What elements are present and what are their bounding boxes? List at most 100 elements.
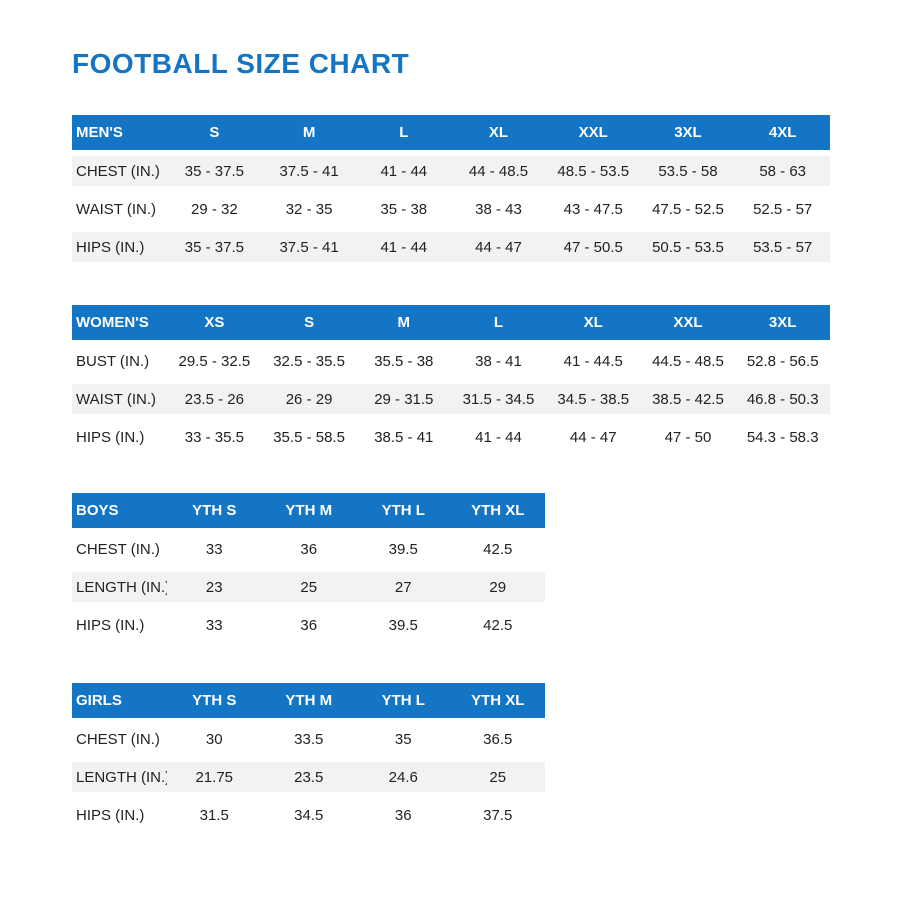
size-column-header: XS (204, 314, 225, 331)
value-cell: 43 - 47.5 (563, 200, 623, 218)
value-cell: 32.5 - 35.5 (273, 352, 345, 370)
row-label: LENGTH (IN.) (76, 578, 167, 596)
size-column-header: S (304, 314, 315, 331)
size-column-header: XL (488, 124, 509, 141)
value-cell: 33 (205, 540, 223, 558)
value-cell: 50.5 - 53.5 (652, 238, 724, 256)
value-cell: 37.5 (483, 806, 513, 824)
table-row: CHEST (IN.) 30 33.5 35 36.5 (72, 724, 545, 754)
table-row: CHEST (IN.) 35 - 37.5 37.5 - 41 41 - 44 44 -… (72, 156, 830, 186)
size-column-header: XL (583, 314, 603, 331)
value-cell: 29 (489, 578, 507, 596)
size-column-header: 3XL (674, 124, 702, 141)
value-cell: 46.8 - 50.3 (746, 390, 819, 408)
value-cell: 34.5 - 38.5 (557, 390, 630, 408)
row-label: LENGTH (IN.) (76, 768, 167, 786)
row-label: HIPS (IN.) (76, 238, 145, 256)
size-column-header: YTH XL (471, 502, 525, 519)
size-column-header: YTH S (192, 502, 237, 519)
value-cell: 35.5 - 58.5 (273, 428, 345, 446)
size-column-header: YTH XL (471, 692, 525, 709)
value-cell: 54.3 - 58.3 (746, 428, 819, 446)
value-cell: 44 - 48.5 (468, 162, 529, 180)
value-cell: 47.5 - 52.5 (652, 200, 724, 218)
value-cell: 33.5 (294, 730, 324, 748)
value-cell: 32 - 35 (285, 200, 333, 218)
table-row: WAIST (IN.) 29 - 32 32 - 35 35 - 38 38 - 43 4… (72, 194, 830, 224)
table-row: BUST (IN.) 29.5 - 32.5 32.5 - 35.5 35.5 - 3… (72, 346, 830, 376)
value-cell: 35.5 - 38 (374, 352, 434, 370)
womens-header-row: WOMEN'S XS S M L XL XXL 3XL (72, 305, 830, 340)
size-column-header: YTH M (285, 502, 333, 519)
mens-table-title: MEN'S (76, 124, 123, 141)
size-table-girls: GIRLS YTH S YTH M YTH L YTH XL CHEST (IN.) 30 3… (72, 683, 545, 838)
row-label: HIPS (IN.) (76, 806, 145, 824)
value-cell: 41 - 44 (380, 238, 428, 256)
table-row: LENGTH (IN.) 23 25 27 29 (72, 572, 545, 602)
value-cell: 23.5 - 26 (184, 390, 244, 408)
table-row: HIPS (IN.) 33 36 39.5 42.5 (72, 610, 545, 640)
size-column-header: M (302, 124, 316, 141)
value-cell: 53.5 - 58 (658, 162, 718, 180)
table-row: LENGTH (IN.) 21.75 23.5 24.6 25 (72, 762, 545, 792)
value-cell: 36 (300, 616, 318, 634)
size-column-header: XXL (578, 124, 608, 141)
value-cell: 38 - 43 (475, 200, 522, 218)
value-cell: 35 - 37.5 (184, 162, 244, 180)
value-cell: 38.5 - 42.5 (652, 390, 724, 408)
value-cell: 47 - 50 (664, 428, 712, 446)
value-cell: 44 - 47 (569, 428, 617, 446)
value-cell: 36.5 (483, 730, 513, 748)
row-label: WAIST (IN.) (76, 200, 156, 218)
girls-table-title: GIRLS (76, 692, 122, 709)
value-cell: 30 (205, 730, 223, 748)
value-cell: 29 - 31.5 (374, 390, 434, 408)
table-row: CHEST (IN.) 33 36 39.5 42.5 (72, 534, 545, 564)
size-column-header: L (399, 124, 409, 141)
value-cell: 44.5 - 48.5 (652, 352, 724, 370)
value-cell: 37.5 - 41 (279, 162, 339, 180)
table-row: HIPS (IN.) 33 - 35.5 35.5 - 58.5 38.5 - 41 4… (72, 422, 830, 452)
size-column-header: S (209, 124, 220, 141)
value-cell: 41 - 44 (380, 162, 428, 180)
value-cell: 27 (394, 578, 412, 596)
table-row: HIPS (IN.) 35 - 37.5 37.5 - 41 41 - 44 44 - … (72, 232, 830, 262)
value-cell: 36 (394, 806, 412, 824)
value-cell: 41 - 44.5 (563, 352, 623, 370)
value-cell: 37.5 - 41 (279, 238, 339, 256)
value-cell: 33 (205, 616, 223, 634)
size-column-header: YTH L (381, 692, 425, 709)
size-column-header: 4XL (768, 124, 797, 141)
table-row: WAIST (IN.) 23.5 - 26 26 - 29 29 - 31.5 31.5… (72, 384, 830, 414)
size-column-header: 3XL (768, 314, 797, 331)
value-cell: 38.5 - 41 (374, 428, 434, 446)
row-label: CHEST (IN.) (76, 540, 160, 558)
size-table-boys: BOYS YTH S YTH M YTH L YTH XL CHEST (IN.) 33 36… (72, 493, 545, 648)
value-cell: 31.5 (199, 806, 229, 824)
size-column-header: YTH M (285, 692, 333, 709)
value-cell: 34.5 (294, 806, 324, 824)
boys-table-title: BOYS (76, 502, 119, 519)
row-label: CHEST (IN.) (76, 162, 160, 180)
value-cell: 44 - 47 (475, 238, 522, 256)
value-cell: 23 (205, 578, 223, 596)
row-label: WAIST (IN.) (76, 390, 156, 408)
size-table-womens: WOMEN'S XS S M L XL XXL 3XL BUST (IN.) 29.5 - 32.… (72, 305, 830, 460)
value-cell: 35 (394, 730, 412, 748)
value-cell: 23.5 (294, 768, 324, 786)
value-cell: 41 - 44 (475, 428, 522, 446)
value-cell: 29.5 - 32.5 (178, 352, 251, 370)
value-cell: 24.6 (388, 768, 418, 786)
boys-header-row: BOYS YTH S YTH M YTH L YTH XL (72, 493, 545, 528)
value-cell: 48.5 - 53.5 (557, 162, 630, 180)
value-cell: 58 - 63 (759, 162, 807, 180)
value-cell: 35 - 37.5 (184, 238, 244, 256)
value-cell: 47 - 50.5 (563, 238, 623, 256)
value-cell: 33 - 35.5 (184, 428, 244, 446)
value-cell: 42.5 (483, 616, 513, 634)
value-cell: 25 (489, 768, 507, 786)
size-column-header: YTH L (381, 502, 425, 519)
row-label: HIPS (IN.) (76, 616, 145, 634)
value-cell: 52.5 - 57 (753, 200, 813, 218)
